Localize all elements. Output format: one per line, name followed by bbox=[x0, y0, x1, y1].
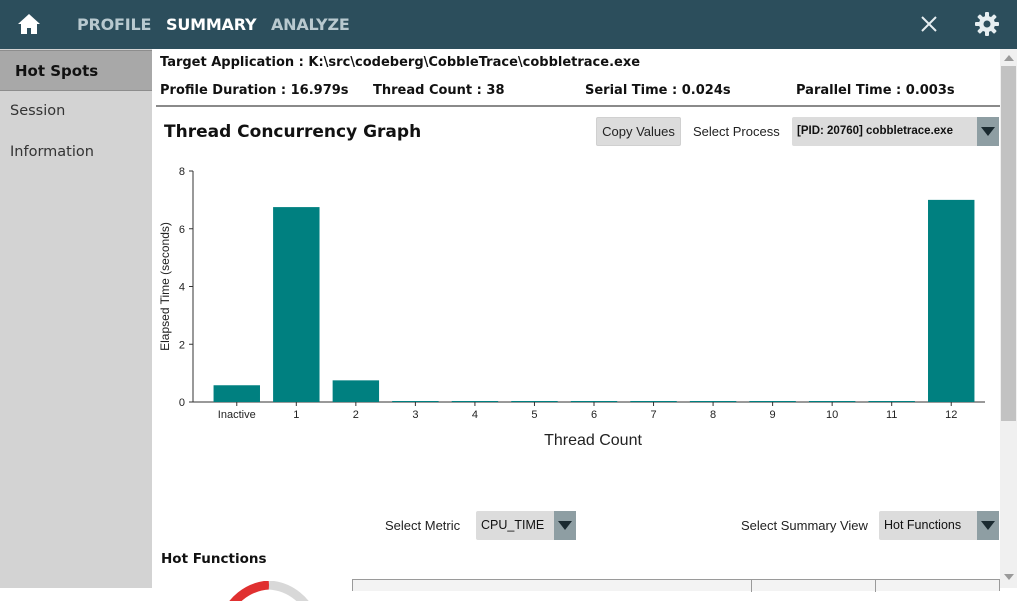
scroll-up-arrow-icon[interactable] bbox=[1004, 55, 1014, 61]
bar bbox=[511, 401, 558, 402]
y-tick-label: 8 bbox=[179, 166, 185, 178]
scroll-down-arrow-icon[interactable] bbox=[1004, 574, 1014, 580]
bar bbox=[213, 385, 260, 402]
y-tick-label: 4 bbox=[179, 282, 185, 294]
x-tick-label: 9 bbox=[770, 409, 776, 421]
x-tick-label: 1 bbox=[293, 409, 299, 421]
bar bbox=[749, 401, 796, 402]
top-navigation-bar: PROFILE SUMMARY ANALYZE bbox=[0, 0, 1017, 49]
chevron-down-icon bbox=[977, 511, 999, 540]
y-tick-label: 6 bbox=[179, 224, 185, 236]
close-icon bbox=[921, 16, 937, 32]
close-button[interactable] bbox=[918, 13, 940, 35]
chevron-down-icon bbox=[554, 511, 576, 540]
x-axis-label: Thread Count bbox=[544, 432, 642, 449]
serial-time-text: Serial Time : 0.024s bbox=[585, 83, 731, 98]
x-tick-label: 11 bbox=[886, 409, 897, 421]
summary-panel: Target Application : K:\src\codeberg\Cob… bbox=[152, 49, 1000, 601]
select-metric-label: Select Metric bbox=[385, 518, 461, 533]
process-select-value: [PID: 20760] cobbletrace.exe bbox=[797, 125, 953, 137]
home-button[interactable] bbox=[14, 10, 44, 38]
scroll-thumb[interactable] bbox=[1001, 66, 1016, 421]
tab-analyze[interactable]: ANALYZE bbox=[271, 15, 350, 34]
tab-summary[interactable]: SUMMARY bbox=[166, 15, 257, 34]
x-tick-label: 12 bbox=[945, 409, 957, 421]
bar bbox=[868, 401, 915, 402]
x-tick-label: 3 bbox=[412, 409, 418, 421]
bar bbox=[689, 401, 737, 402]
parallel-time-text: Parallel Time : 0.003s bbox=[796, 83, 955, 98]
summary-view-select[interactable]: Hot Functions bbox=[879, 511, 999, 540]
target-application-text: Target Application : K:\src\codeberg\Cob… bbox=[160, 55, 641, 70]
x-tick-label: 7 bbox=[650, 409, 656, 421]
x-tick-label: 10 bbox=[826, 409, 838, 421]
concurrency-graph-title: Thread Concurrency Graph bbox=[164, 122, 422, 142]
y-tick-label: 0 bbox=[179, 397, 185, 409]
bar bbox=[630, 401, 677, 402]
metric-select-value: CPU_TIME bbox=[481, 518, 545, 532]
profile-duration-text: Profile Duration : 16.979s bbox=[160, 83, 349, 98]
y-tick-label: 2 bbox=[179, 339, 185, 351]
divider bbox=[156, 105, 1000, 107]
select-process-label: Select Process bbox=[693, 124, 780, 139]
bar bbox=[392, 401, 439, 402]
settings-button[interactable] bbox=[974, 11, 1000, 37]
bar bbox=[570, 401, 618, 402]
hot-functions-title: Hot Functions bbox=[161, 551, 267, 567]
x-tick-label: 4 bbox=[472, 409, 478, 421]
sidebar-item-session-information[interactable]: Session Information bbox=[10, 103, 94, 160]
bar bbox=[273, 207, 320, 402]
x-tick-label: 5 bbox=[531, 409, 537, 421]
tab-profile[interactable]: PROFILE bbox=[77, 15, 152, 34]
bar bbox=[928, 199, 975, 402]
sidebar: Hot Spots Session Information bbox=[0, 49, 152, 588]
process-select[interactable]: [PID: 20760] cobbletrace.exe bbox=[792, 117, 999, 146]
bar bbox=[332, 380, 380, 402]
bar bbox=[808, 401, 856, 402]
select-summary-view-label: Select Summary View bbox=[741, 518, 868, 533]
metric-select[interactable]: CPU_TIME bbox=[476, 511, 576, 540]
hot-functions-donut-chart bbox=[214, 581, 324, 601]
thread-count-text: Thread Count : 38 bbox=[373, 83, 505, 98]
bar bbox=[451, 401, 499, 402]
gear-icon bbox=[975, 12, 999, 36]
vertical-scrollbar[interactable] bbox=[1000, 49, 1017, 588]
home-icon bbox=[18, 14, 40, 34]
summary-view-select-value: Hot Functions bbox=[884, 518, 962, 532]
x-tick-label: 8 bbox=[710, 409, 716, 421]
x-tick-label: 6 bbox=[591, 409, 597, 421]
x-tick-label: Inactive bbox=[218, 409, 256, 421]
hot-functions-table bbox=[352, 579, 1000, 592]
sidebar-item-hot-spots[interactable]: Hot Spots bbox=[0, 50, 152, 91]
x-tick-label: 2 bbox=[353, 409, 359, 421]
chevron-down-icon bbox=[977, 117, 999, 146]
copy-values-button[interactable]: Copy Values bbox=[596, 117, 681, 146]
y-axis-label: Elapsed Time (seconds) bbox=[158, 222, 172, 351]
